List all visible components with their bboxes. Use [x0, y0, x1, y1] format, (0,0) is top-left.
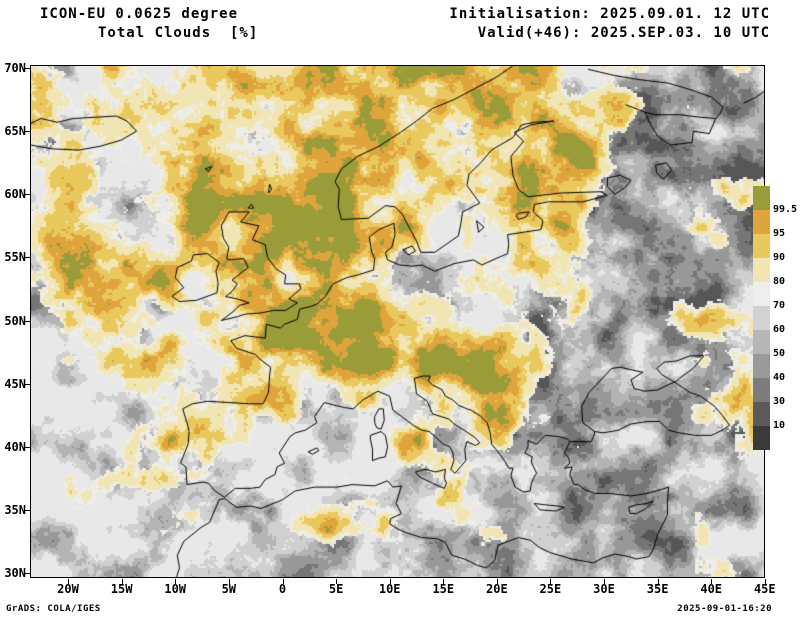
colorbar	[753, 186, 770, 450]
colorbar-tick-label: 90	[773, 252, 786, 263]
creation-timestamp: 2025-09-01-16:20	[677, 604, 772, 614]
lat-tick-label: 60N	[4, 187, 26, 202]
lat-tick	[24, 447, 30, 448]
colorbar-segment	[753, 306, 770, 330]
lon-tick	[390, 579, 391, 584]
colorbar-tick-label: 40	[773, 372, 786, 383]
lat-tick-label: 40N	[4, 439, 26, 454]
colorbar-segment	[753, 330, 770, 354]
lon-tick	[711, 579, 712, 584]
colorbar-segment	[753, 282, 770, 306]
colorbar-tick-label: 99.5	[773, 204, 798, 215]
lon-tick	[68, 579, 69, 584]
lon-tick-label: 15E	[432, 582, 455, 596]
lon-tick-label: 40E	[700, 582, 723, 596]
lat-tick	[24, 510, 30, 511]
colorbar-tick-label: 50	[773, 348, 786, 359]
lon-tick	[550, 579, 551, 584]
colorbar-tick-label: 60	[773, 324, 786, 335]
colorbar-tick-label: 95	[773, 228, 786, 239]
colorbar-segment	[753, 210, 770, 234]
lon-tick	[658, 579, 659, 584]
lon-tick-label: 20W	[57, 582, 79, 596]
lat-tick-label: 55N	[4, 250, 26, 265]
lat-tick-label: 70N	[4, 61, 26, 75]
colorbar-segment	[753, 258, 770, 282]
lon-tick-label: 30E	[593, 582, 615, 596]
cloud-cover-map	[30, 65, 765, 578]
lat-tick	[24, 194, 30, 195]
colorbar-segment	[753, 402, 770, 426]
lon-tick	[283, 579, 284, 584]
lon-tick-label: 5W	[221, 582, 237, 596]
init-time-label: Initialisation: 2025.09.01. 12 UTC	[449, 6, 770, 22]
lon-tick	[122, 579, 123, 584]
colorbar-segment	[753, 378, 770, 402]
colorbar-segment	[753, 354, 770, 378]
product-title: Total Clouds [%]	[98, 25, 259, 41]
lon-tick-label: 45E	[753, 582, 776, 596]
colorbar-segment	[753, 426, 770, 450]
colorbar-segment	[753, 186, 770, 210]
colorbar-tick-label: 10	[773, 420, 786, 431]
lat-tick	[24, 68, 30, 69]
lat-tick-label: 35N	[4, 502, 26, 517]
lon-tick	[229, 579, 230, 584]
colorbar-tick-label: 80	[773, 276, 786, 287]
lat-tick	[24, 131, 30, 132]
lat-tick-label: 50N	[4, 313, 26, 328]
valid-time-label: Valid(+46): 2025.SEP.03. 10 UTC	[477, 25, 770, 41]
lon-tick-label: 10E	[378, 582, 401, 596]
lon-tick	[765, 579, 766, 584]
lon-tick-label: 35E	[646, 582, 669, 596]
lon-tick-label: 25E	[539, 582, 562, 596]
lon-tick-label: 15W	[110, 582, 133, 596]
lon-tick	[497, 579, 498, 584]
lat-tick	[24, 257, 30, 258]
lat-tick-label: 65N	[4, 124, 26, 139]
model-title: ICON-EU 0.0625 degree	[40, 6, 239, 22]
lon-tick	[604, 579, 605, 584]
lon-tick	[175, 579, 176, 584]
colorbar-segment	[753, 234, 770, 258]
lon-tick-label: 10W	[164, 582, 187, 596]
lon-tick-label: 5E	[328, 582, 344, 596]
colorbar-tick-label: 30	[773, 396, 786, 407]
lon-tick	[443, 579, 444, 584]
grads-credit: GrADS: COLA/IGES	[6, 604, 101, 614]
lon-tick	[336, 579, 337, 584]
lat-tick-label: 45N	[4, 376, 26, 391]
lat-tick	[24, 321, 30, 322]
colorbar-tick-label: 70	[773, 300, 786, 311]
lat-tick-label: 30N	[4, 566, 26, 580]
lat-tick	[24, 384, 30, 385]
lat-tick	[24, 573, 30, 574]
lon-tick-label: 20E	[486, 582, 508, 596]
lon-tick-label: 0	[278, 582, 287, 596]
